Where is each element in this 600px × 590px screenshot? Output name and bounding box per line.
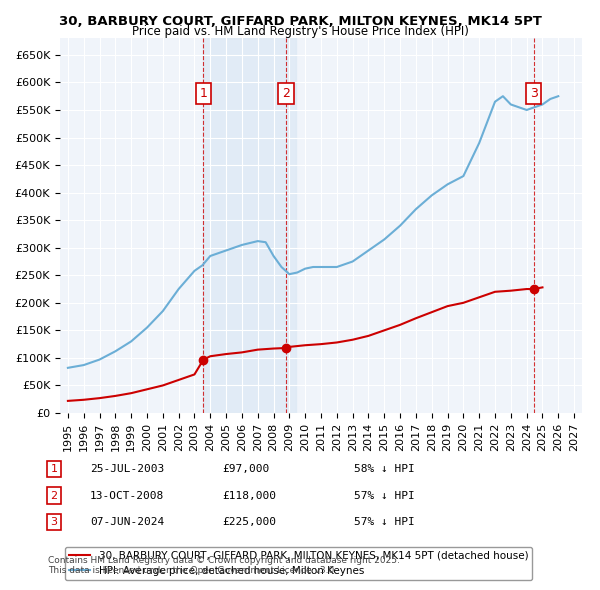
Text: 25-JUL-2003: 25-JUL-2003 (90, 464, 164, 474)
Text: 57% ↓ HPI: 57% ↓ HPI (354, 491, 415, 500)
Text: 2: 2 (50, 491, 58, 500)
Text: 13-OCT-2008: 13-OCT-2008 (90, 491, 164, 500)
Legend: 30, BARBURY COURT, GIFFARD PARK, MILTON KEYNES, MK14 5PT (detached house), HPI: : 30, BARBURY COURT, GIFFARD PARK, MILTON … (65, 546, 532, 580)
Text: 1: 1 (199, 87, 207, 100)
Text: 30, BARBURY COURT, GIFFARD PARK, MILTON KEYNES, MK14 5PT: 30, BARBURY COURT, GIFFARD PARK, MILTON … (59, 15, 541, 28)
Text: 3: 3 (50, 517, 58, 527)
Text: 57% ↓ HPI: 57% ↓ HPI (354, 517, 415, 527)
Text: £97,000: £97,000 (222, 464, 269, 474)
Text: 2: 2 (282, 87, 290, 100)
Text: 58% ↓ HPI: 58% ↓ HPI (354, 464, 415, 474)
Text: 3: 3 (530, 87, 538, 100)
Text: Price paid vs. HM Land Registry's House Price Index (HPI): Price paid vs. HM Land Registry's House … (131, 25, 469, 38)
Text: £225,000: £225,000 (222, 517, 276, 527)
Text: Contains HM Land Registry data © Crown copyright and database right 2025.
This d: Contains HM Land Registry data © Crown c… (48, 556, 400, 575)
Text: 1: 1 (50, 464, 58, 474)
Bar (203, 38, 296, 413)
Text: 07-JUN-2024: 07-JUN-2024 (90, 517, 164, 527)
Text: £118,000: £118,000 (222, 491, 276, 500)
